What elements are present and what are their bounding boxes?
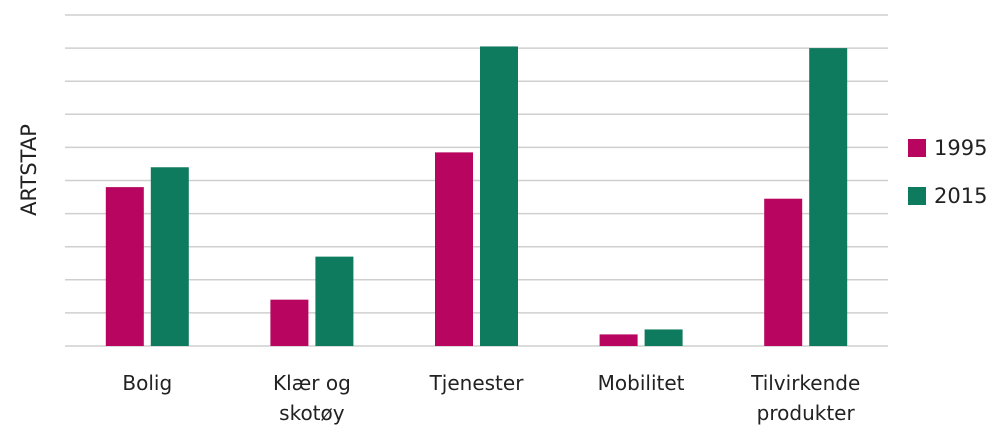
bar <box>315 256 354 346</box>
legend-swatch <box>908 139 926 157</box>
y-axis-label: ARTSTAP <box>17 124 41 216</box>
x-tick-label: Tilvirkende produkter <box>751 371 861 425</box>
bar <box>105 187 144 346</box>
bar <box>150 167 189 346</box>
bar <box>435 152 473 346</box>
x-tick-label: Tjenester <box>429 371 524 395</box>
legend-label: 2015 <box>934 184 987 208</box>
bar <box>644 329 683 346</box>
x-tick-label: Mobilitet <box>597 371 685 395</box>
bar <box>270 299 309 346</box>
bar <box>480 46 518 346</box>
bar <box>599 334 638 346</box>
x-tick-label: Klær og skotøy <box>272 371 351 425</box>
legend-label: 1995 <box>934 136 987 160</box>
x-tick-label: Bolig <box>122 371 173 395</box>
legend-swatch <box>908 187 926 205</box>
bar <box>809 48 848 346</box>
bar <box>764 198 803 346</box>
